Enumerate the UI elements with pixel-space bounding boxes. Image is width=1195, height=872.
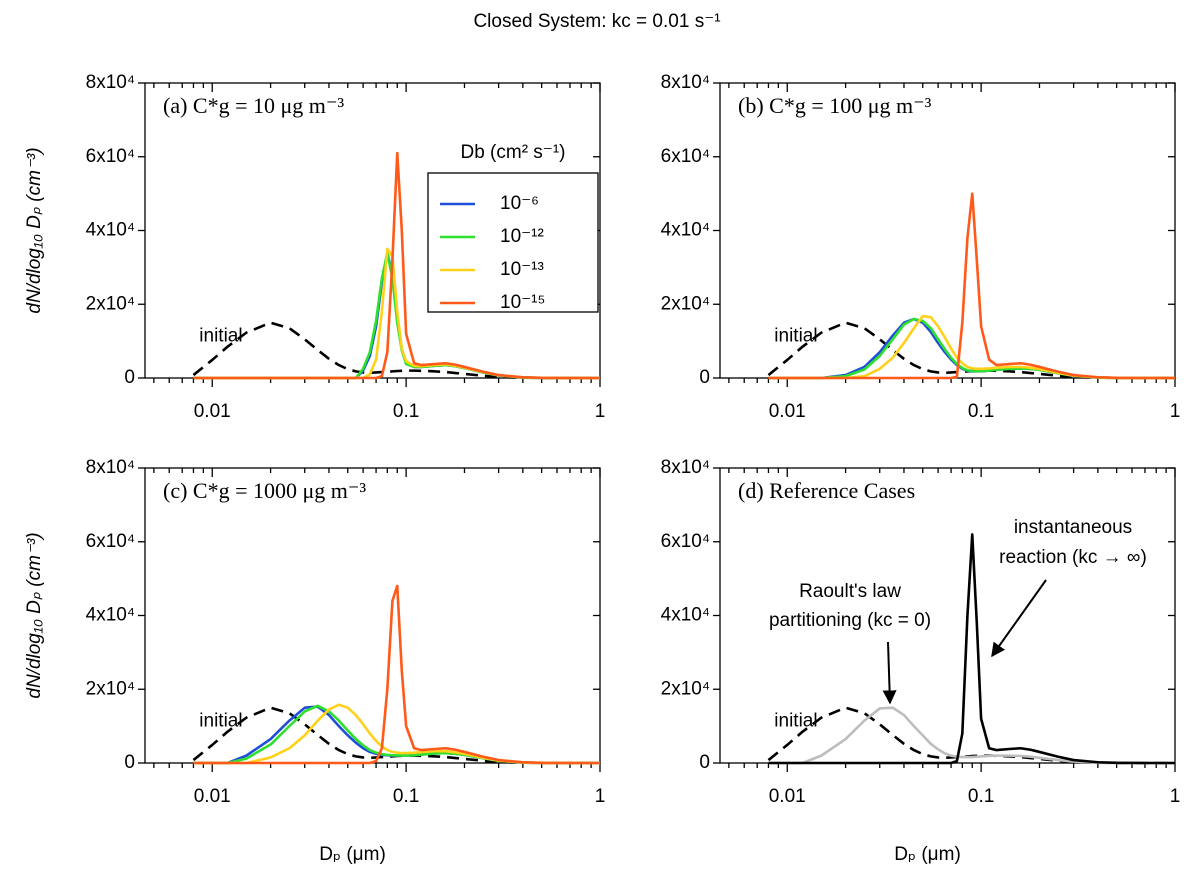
x-tick-label: 0.01 — [194, 401, 231, 422]
annotation: Raoult's law — [799, 581, 901, 602]
x-tick-label: 1 — [1170, 401, 1181, 422]
series-label: initial — [774, 326, 817, 347]
legend-label: 10⁻¹³ — [500, 259, 544, 280]
y-tick-label: 6x10⁴ — [86, 146, 135, 167]
x-tick-label: 0.01 — [769, 786, 806, 807]
y-tick-label: 8x10⁴ — [661, 72, 710, 93]
y-tick-label: 0 — [124, 367, 135, 388]
y-tick-label: 8x10⁴ — [661, 457, 710, 478]
y-tick-label: 6x10⁴ — [86, 531, 135, 552]
series-line — [193, 151, 600, 380]
series-label: initial — [774, 711, 817, 732]
x-tick-label: 1 — [1170, 786, 1181, 807]
arrow — [882, 641, 897, 705]
x-axis-label: Dₚ (μm) — [319, 844, 386, 865]
series-line — [768, 533, 1175, 765]
series-line — [192, 321, 600, 380]
legend-label: 10⁻¹² — [500, 226, 544, 247]
legend-box — [427, 172, 599, 313]
y-tick-label: 6x10⁴ — [661, 531, 710, 552]
legend-label: 10⁻⁶ — [500, 193, 539, 214]
x-tick-label: 0.01 — [194, 786, 231, 807]
y-axis-label: dN/dlog₁₀ Dₚ (cm⁻³) — [24, 147, 45, 313]
legend-title: Db (cm² s⁻¹) — [460, 142, 565, 163]
series-line — [193, 584, 600, 765]
series-line — [767, 321, 1175, 380]
panel-label: (c) C*g = 1000 μg m⁻³ — [163, 478, 367, 503]
y-tick-label: 4x10⁴ — [86, 605, 135, 626]
x-tick-label: 0.01 — [769, 401, 806, 422]
x-tick-label: 1 — [595, 401, 606, 422]
annotation: instantaneous — [1014, 517, 1132, 538]
series-line — [767, 706, 1175, 765]
annotation: partitioning (kc = 0) — [769, 610, 931, 631]
y-tick-label: 8x10⁴ — [86, 72, 135, 93]
series-line — [768, 192, 1175, 380]
y-axis-label: dN/dlog₁₀ Dₚ (cm⁻³) — [24, 532, 45, 698]
y-tick-label: 4x10⁴ — [86, 220, 135, 241]
series-line — [768, 314, 1175, 380]
y-tick-label: 2x10⁴ — [86, 678, 135, 699]
legend-label: 10⁻¹⁵ — [500, 292, 545, 313]
y-tick-label: 2x10⁴ — [661, 293, 710, 314]
x-tick-label: 0.1 — [968, 786, 994, 807]
x-tick-label: 0.1 — [968, 401, 994, 422]
panel-label: (a) C*g = 10 μg m⁻³ — [163, 93, 345, 118]
y-tick-label: 2x10⁴ — [86, 293, 135, 314]
y-tick-label: 0 — [124, 752, 135, 773]
y-tick-label: 2x10⁴ — [661, 678, 710, 699]
x-tick-label: 0.1 — [393, 786, 419, 807]
series-line — [768, 706, 1175, 765]
series-label: initial — [199, 711, 242, 732]
y-tick-label: 6x10⁴ — [661, 146, 710, 167]
figure-title: Closed System: kc = 0.01 s⁻¹ — [473, 11, 720, 32]
series-label: initial — [199, 326, 242, 347]
arrow — [991, 579, 1047, 658]
y-tick-label: 4x10⁴ — [661, 605, 710, 626]
annotation: reaction (kc → ∞) — [999, 547, 1147, 568]
x-tick-label: 0.1 — [393, 401, 419, 422]
series-line — [193, 703, 600, 765]
y-tick-label: 4x10⁴ — [661, 220, 710, 241]
y-tick-label: 0 — [699, 752, 710, 773]
x-axis-label: Dₚ (μm) — [894, 844, 961, 865]
y-tick-label: 0 — [699, 367, 710, 388]
y-tick-label: 8x10⁴ — [86, 457, 135, 478]
panel-label: (b) C*g = 100 μg m⁻³ — [738, 93, 932, 118]
panel-label: (d) Reference Cases — [738, 478, 915, 503]
x-tick-label: 1 — [595, 786, 606, 807]
